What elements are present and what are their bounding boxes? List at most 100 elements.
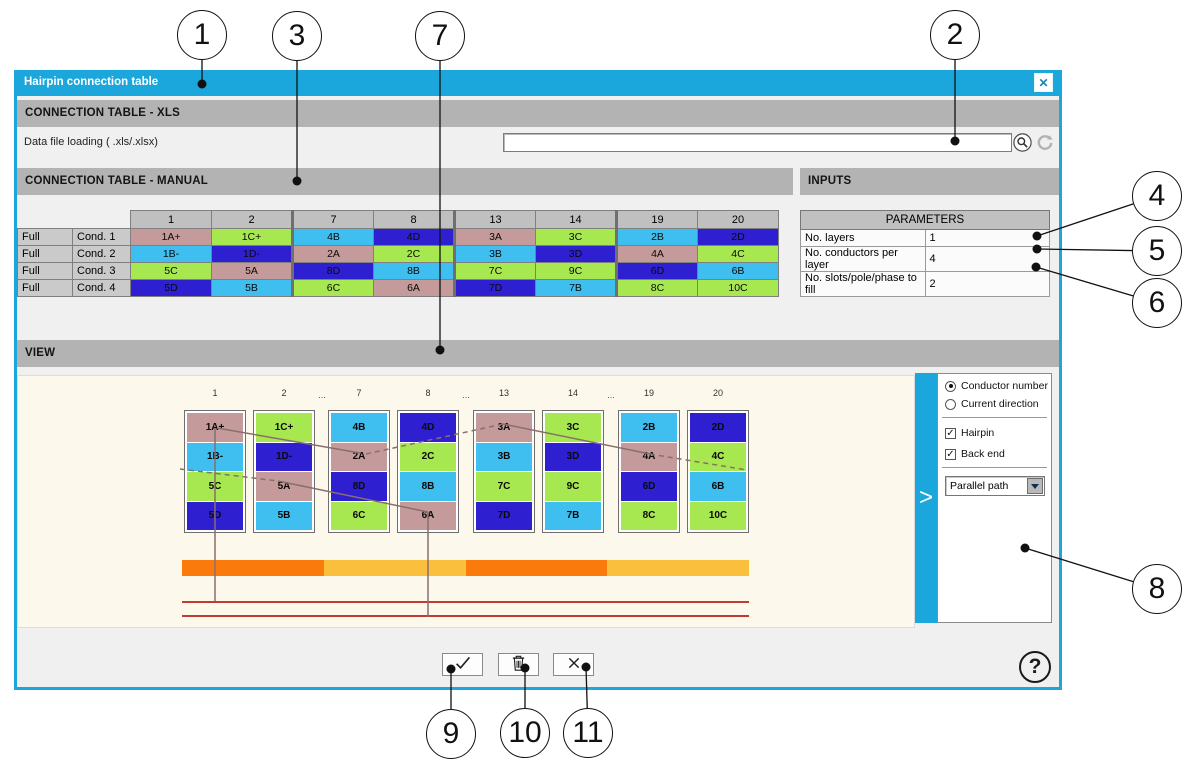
slot-box[interactable]: 3A 3B 7C 7D bbox=[473, 410, 535, 533]
conductor-cell[interactable]: 2C bbox=[373, 245, 455, 263]
slot-conductor-cell: 3C bbox=[545, 413, 601, 442]
conductor-cell[interactable]: 2B bbox=[615, 228, 698, 246]
help-button[interactable]: ? bbox=[1019, 651, 1051, 683]
conductor-cell[interactable]: 3B bbox=[453, 245, 536, 263]
callout-8: 8 bbox=[1132, 564, 1182, 614]
parameter-row: No. slots/pole/phase to fill 2 bbox=[800, 271, 1050, 297]
conductor-cell[interactable]: 6C bbox=[291, 279, 374, 297]
slot-number-label: 19 bbox=[643, 388, 654, 398]
slot-box[interactable]: 4B 2A 8D 6C bbox=[328, 410, 390, 533]
connection-table[interactable]: 1 2 7 8 13 14 19 20 Full Cond. 1 1A+ 1C+ 4B 4D 3A 3C 2B 2… bbox=[17, 210, 779, 297]
table-row: Full Cond. 4 5D 5B 6C 6A 7D 7B 8C 10C bbox=[17, 279, 779, 297]
conductor-cell[interactable]: 1B- bbox=[130, 245, 212, 263]
slot-column-header: 2 bbox=[211, 210, 293, 229]
browse-file-button[interactable] bbox=[1013, 133, 1032, 152]
checkbox-label: Hairpin bbox=[961, 427, 995, 439]
parameter-value[interactable]: 4 bbox=[924, 246, 1050, 272]
conductor-cell[interactable]: 10C bbox=[697, 279, 779, 297]
parameter-value[interactable]: 1 bbox=[924, 229, 1050, 247]
conductor-cell[interactable]: 9C bbox=[535, 262, 617, 280]
slot-number-label: 20 bbox=[712, 388, 723, 398]
slot-column-header: 20 bbox=[697, 210, 779, 229]
conductor-cell[interactable]: 1A+ bbox=[130, 228, 212, 246]
callout-4: 4 bbox=[1132, 171, 1182, 221]
parameter-value[interactable]: 2 bbox=[924, 271, 1050, 297]
file-path-input[interactable] bbox=[503, 133, 1012, 152]
slot-conductor-cell: 7B bbox=[545, 501, 601, 530]
checkbox-option[interactable]: ✓ Back end bbox=[945, 448, 1051, 460]
slot-conductor-cell: 6A bbox=[400, 501, 456, 530]
section-header-view: VIEW bbox=[17, 340, 1059, 367]
conductor-cell[interactable]: 8D bbox=[291, 262, 374, 280]
slot-gap-ellipsis: ... bbox=[462, 390, 470, 400]
close-icon[interactable]: ✕ bbox=[1034, 73, 1053, 92]
conductor-cell[interactable]: 5C bbox=[130, 262, 212, 280]
row-scope-label: Full bbox=[17, 228, 73, 246]
conductor-cell[interactable]: 4C bbox=[697, 245, 779, 263]
winding-view-canvas: 1 1A+ 1B- 5C 5D 2 1C+ 1D- 5A 5B 7 4B 2A 8D 6C 8 4D 2C 8B 6A… bbox=[17, 375, 915, 628]
parallel-path-dropdown[interactable]: Parallel path bbox=[945, 476, 1045, 496]
phase-bar-segment bbox=[323, 560, 466, 576]
conductor-cell[interactable]: 7B bbox=[535, 279, 617, 297]
slot-column-header: 19 bbox=[615, 210, 698, 229]
slot-box[interactable]: 1A+ 1B- 5C 5D bbox=[184, 410, 246, 533]
conductor-cell[interactable]: 2D bbox=[697, 228, 779, 246]
checkbox-option[interactable]: ✓ Hairpin bbox=[945, 427, 1051, 439]
conductor-cell[interactable]: 3A bbox=[453, 228, 536, 246]
slot-column-header: 1 bbox=[130, 210, 212, 229]
radio-option[interactable]: Conductor number bbox=[945, 380, 1051, 392]
delete-button[interactable] bbox=[498, 653, 539, 676]
conductor-cell[interactable]: 6D bbox=[615, 262, 698, 280]
conductor-cell[interactable]: 4B bbox=[291, 228, 374, 246]
reload-file-button[interactable] bbox=[1036, 134, 1054, 152]
phase-bar-segment bbox=[182, 560, 324, 576]
callout-number: 10 bbox=[508, 716, 542, 749]
parameter-label: No. slots/pole/phase to fill bbox=[800, 271, 926, 297]
slot-box[interactable]: 2B 4A 6D 8C bbox=[618, 410, 680, 533]
slot-box[interactable]: 4D 2C 8B 6A bbox=[397, 410, 459, 533]
conductor-cell[interactable]: 6B bbox=[697, 262, 779, 280]
slot-box[interactable]: 3C 3D 9C 7B bbox=[542, 410, 604, 533]
slot-conductor-cell: 3D bbox=[545, 442, 601, 471]
callout-2: 2 bbox=[930, 10, 980, 60]
callout-number: 5 bbox=[1148, 234, 1166, 267]
conductor-cell[interactable]: 4A bbox=[615, 245, 698, 263]
slot-box[interactable]: 1C+ 1D- 5A 5B bbox=[253, 410, 315, 533]
row-conductor-label: Cond. 2 bbox=[72, 245, 131, 263]
conductor-cell[interactable]: 5A bbox=[211, 262, 293, 280]
confirm-button[interactable] bbox=[442, 653, 483, 676]
cancel-button[interactable] bbox=[553, 653, 594, 676]
divider bbox=[942, 417, 1047, 418]
title-bar: Hairpin connection table bbox=[14, 70, 1062, 96]
radio-option[interactable]: Current direction bbox=[945, 398, 1051, 410]
table-row: Full Cond. 1 1A+ 1C+ 4B 4D 3A 3C 2B 2D bbox=[17, 228, 779, 246]
radio-label: Conductor number bbox=[961, 380, 1048, 392]
conductor-cell[interactable]: 6A bbox=[373, 279, 455, 297]
conductor-cell[interactable]: 8C bbox=[615, 279, 698, 297]
chevron-down-icon[interactable] bbox=[1027, 478, 1043, 494]
conductor-cell[interactable]: 7D bbox=[453, 279, 536, 297]
check-icon bbox=[453, 655, 473, 674]
radio-icon[interactable] bbox=[945, 380, 956, 392]
conductor-cell[interactable]: 7C bbox=[453, 262, 536, 280]
conductor-cell[interactable]: 2A bbox=[291, 245, 374, 263]
conductor-cell[interactable]: 5B bbox=[211, 279, 293, 297]
callout-9: 9 bbox=[426, 709, 476, 759]
checkbox-icon[interactable]: ✓ bbox=[945, 427, 956, 439]
panel-collapse-handle[interactable]: > bbox=[915, 373, 937, 623]
conductor-cell[interactable]: 4D bbox=[373, 228, 455, 246]
conductor-cell[interactable]: 3D bbox=[535, 245, 617, 263]
slot-conductor-cell: 2D bbox=[690, 413, 746, 442]
refresh-icon bbox=[1036, 135, 1054, 155]
radio-icon[interactable] bbox=[945, 398, 956, 410]
conductor-cell[interactable]: 5D bbox=[130, 279, 212, 297]
conductor-cell[interactable]: 8B bbox=[373, 262, 455, 280]
conductor-cell[interactable]: 1C+ bbox=[211, 228, 293, 246]
callout-number: 7 bbox=[431, 19, 449, 52]
slot-box[interactable]: 2D 4C 6B 10C bbox=[687, 410, 749, 533]
table-row: Full Cond. 2 1B- 1D- 2A 2C 3B 3D 4A 4C bbox=[17, 245, 779, 263]
checkbox-icon[interactable]: ✓ bbox=[945, 448, 956, 460]
conductor-cell[interactable]: 1D- bbox=[211, 245, 293, 263]
row-scope-label: Full bbox=[17, 245, 73, 263]
conductor-cell[interactable]: 3C bbox=[535, 228, 617, 246]
